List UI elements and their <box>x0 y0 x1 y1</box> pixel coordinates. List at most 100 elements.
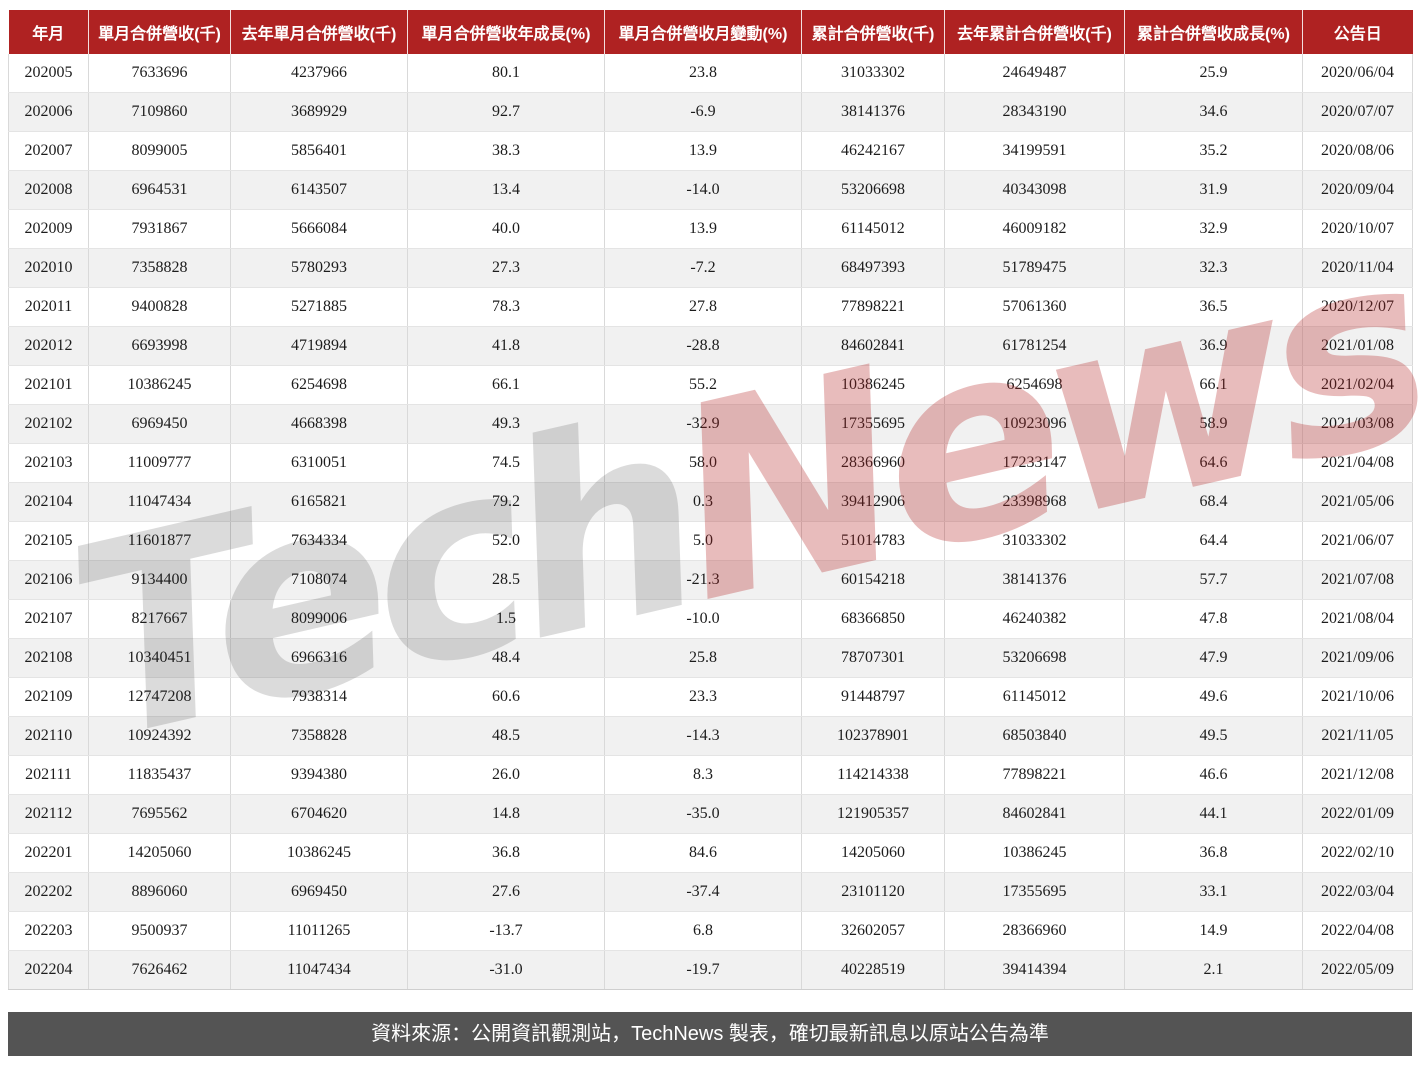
table-cell: 202009 <box>8 209 89 249</box>
table-cell: 2021/01/08 <box>1302 326 1413 366</box>
table-cell: 40.0 <box>407 209 605 249</box>
table-cell: 36.5 <box>1124 287 1303 327</box>
table-cell: 2021/05/06 <box>1302 482 1413 522</box>
table-cell: 38141376 <box>801 92 945 132</box>
table-row: 202201 14205060 10386245 36.8 84.6 14205060 10… <box>8 833 1413 873</box>
table-cell: 58.9 <box>1124 404 1303 444</box>
table-cell: 202007 <box>8 131 89 171</box>
table-cell: 34.6 <box>1124 92 1303 132</box>
table-cell: 38.3 <box>407 131 605 171</box>
header-cell-8: 公告日 <box>1302 10 1413 54</box>
table-cell: 6165821 <box>230 482 408 522</box>
table-cell: 41.8 <box>407 326 605 366</box>
table-cell: 64.4 <box>1124 521 1303 561</box>
footer-source-text: 資料來源：公開資訊觀測站，TechNews 製表，確切最新訊息以原站公告為準 <box>371 1023 1049 1045</box>
table-cell: 46240382 <box>944 599 1125 639</box>
table-cell: -37.4 <box>604 872 802 912</box>
table-cell: 102378901 <box>801 716 945 756</box>
table-cell: 6704620 <box>230 794 408 834</box>
table-cell: 28366960 <box>944 911 1125 951</box>
table-cell: 2021/09/06 <box>1302 638 1413 678</box>
table-row: 202010 7358828 5780293 27.3 -7.2 68497393 5178… <box>8 248 1413 288</box>
table-cell: 10386245 <box>88 365 231 405</box>
table-cell: 48.5 <box>407 716 605 756</box>
table-cell: -6.9 <box>604 92 802 132</box>
footer-source-bar: 資料來源：公開資訊觀測站，TechNews 製表，確切最新訊息以原站公告為準 <box>8 1012 1412 1056</box>
table-cell: 84.6 <box>604 833 802 873</box>
table-cell: 2021/12/08 <box>1302 755 1413 795</box>
table-cell: 2021/04/08 <box>1302 443 1413 483</box>
table-cell: 28366960 <box>801 443 945 483</box>
table-cell: 11009777 <box>88 443 231 483</box>
table-cell: 49.3 <box>407 404 605 444</box>
table-cell: 39414394 <box>944 950 1125 990</box>
table-cell: 23101120 <box>801 872 945 912</box>
table-cell: 6143507 <box>230 170 408 210</box>
table-cell: 10386245 <box>801 365 945 405</box>
table-cell: 202109 <box>8 677 89 717</box>
table-cell: 2021/10/06 <box>1302 677 1413 717</box>
table-cell: 202005 <box>8 54 89 93</box>
table-cell: 47.9 <box>1124 638 1303 678</box>
table-row: 202103 11009777 6310051 74.5 58.0 28366960 172… <box>8 443 1413 483</box>
table-cell: 202104 <box>8 482 89 522</box>
table-cell: 91448797 <box>801 677 945 717</box>
table-cell: 14205060 <box>88 833 231 873</box>
table-cell: 6964531 <box>88 170 231 210</box>
table-cell: 17355695 <box>944 872 1125 912</box>
table-cell: 49.5 <box>1124 716 1303 756</box>
table-cell: 68497393 <box>801 248 945 288</box>
table-cell: 2.1 <box>1124 950 1303 990</box>
table-cell: 2021/07/08 <box>1302 560 1413 600</box>
table-cell: 49.6 <box>1124 677 1303 717</box>
table-cell: 78.3 <box>407 287 605 327</box>
table-cell: 58.0 <box>604 443 802 483</box>
table-body: 202005 7633696 4237966 80.1 23.8 31033302 2464… <box>8 54 1413 990</box>
table-cell: 2020/09/04 <box>1302 170 1413 210</box>
table-cell: 61145012 <box>944 677 1125 717</box>
header-cell-5: 累計合併營收(千) <box>801 10 945 54</box>
table-cell: 13.9 <box>604 131 802 171</box>
table-cell: 80.1 <box>407 54 605 93</box>
table-cell: 68366850 <box>801 599 945 639</box>
table-cell: 4668398 <box>230 404 408 444</box>
table-cell: 5666084 <box>230 209 408 249</box>
table-cell: 61145012 <box>801 209 945 249</box>
table-cell: 25.8 <box>604 638 802 678</box>
table-cell: 79.2 <box>407 482 605 522</box>
table-cell: 57.7 <box>1124 560 1303 600</box>
table-cell: 8099005 <box>88 131 231 171</box>
table-cell: 31.9 <box>1124 170 1303 210</box>
table-cell: 6310051 <box>230 443 408 483</box>
table-cell: 6254698 <box>230 365 408 405</box>
table-cell: 64.6 <box>1124 443 1303 483</box>
table-cell: 17233147 <box>944 443 1125 483</box>
table-cell: 2021/08/04 <box>1302 599 1413 639</box>
table-cell: 2020/12/07 <box>1302 287 1413 327</box>
table-cell: -7.2 <box>604 248 802 288</box>
table-cell: 27.3 <box>407 248 605 288</box>
table-cell: 202201 <box>8 833 89 873</box>
table-cell: 10340451 <box>88 638 231 678</box>
table-cell: 28343190 <box>944 92 1125 132</box>
table-cell: 7931867 <box>88 209 231 249</box>
table-row: 202109 12747208 7938314 60.6 23.3 91448797 611… <box>8 677 1413 717</box>
table-cell: 202111 <box>8 755 89 795</box>
table-cell: 202107 <box>8 599 89 639</box>
table-cell: 52.0 <box>407 521 605 561</box>
table-row: 202104 11047434 6165821 79.2 0.3 39412906 2339… <box>8 482 1413 522</box>
table-cell: 8896060 <box>88 872 231 912</box>
table-cell: 7108074 <box>230 560 408 600</box>
table-cell: 1.5 <box>407 599 605 639</box>
table-cell: 34199591 <box>944 131 1125 171</box>
table-cell: 66.1 <box>407 365 605 405</box>
table-cell: 2020/06/04 <box>1302 54 1413 93</box>
table-cell: -31.0 <box>407 950 605 990</box>
table-cell: 84602841 <box>944 794 1125 834</box>
table-cell: 7109860 <box>88 92 231 132</box>
table-cell: 13.9 <box>604 209 802 249</box>
table-row: 202107 8217667 8099006 1.5 -10.0 68366850 4624… <box>8 599 1413 639</box>
table-cell: -10.0 <box>604 599 802 639</box>
table-row: 202012 6693998 4719894 41.8 -28.8 84602841 617… <box>8 326 1413 366</box>
table-cell: -28.8 <box>604 326 802 366</box>
